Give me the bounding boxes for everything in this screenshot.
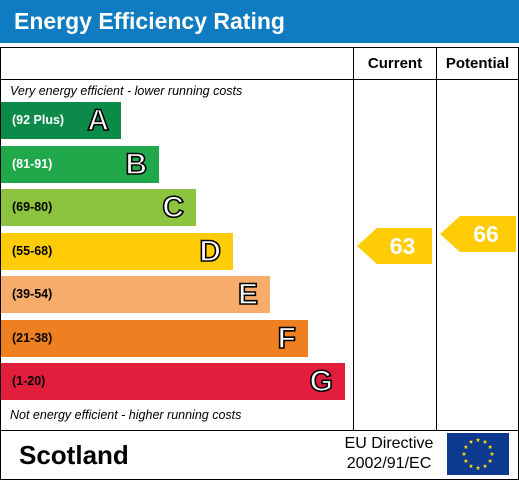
band-range-label: (69-80) [12, 200, 53, 214]
current-rating-arrow [357, 228, 432, 264]
flag-star [482, 463, 488, 469]
band-range-label: (92 Plus) [12, 113, 65, 127]
column-divider-potential [436, 48, 437, 430]
flag-star [487, 444, 493, 449]
column-divider-current [353, 48, 354, 430]
band-a: (92 Plus) A [1, 102, 121, 139]
header-row-divider [1, 79, 518, 80]
potential-rating-value: 66 [473, 221, 499, 247]
potential-rating-arrow [440, 216, 516, 252]
flag-star [482, 439, 488, 444]
band-letter: F [277, 321, 297, 356]
band-letter: E [237, 277, 259, 312]
column-header-current: Current [367, 55, 423, 72]
page-title: Energy Efficiency Rating [14, 8, 285, 34]
band-f: (21-38) F [1, 320, 308, 357]
eu-directive: EU Directive 2002/91/EC [336, 434, 442, 474]
band-letter: A [87, 103, 110, 138]
eu-flag-stars [447, 433, 509, 475]
directive-line-1: EU Directive [344, 435, 434, 452]
band-range-label: (21-38) [12, 331, 53, 345]
directive-line-2: 2002/91/EC [346, 455, 432, 472]
band-range-label: (1-20) [12, 374, 46, 388]
footer-row-divider [1, 430, 518, 431]
band-d: (55-68) D [1, 233, 233, 270]
band-range-label: (55-68) [12, 244, 53, 258]
flag-star [463, 458, 469, 463]
flag-star [475, 437, 481, 442]
column-header-potential: Potential [445, 55, 510, 72]
band-range-label: (81-91) [12, 157, 53, 171]
current-rating-value: 63 [390, 233, 416, 259]
flag-star [489, 451, 495, 456]
flag-star [475, 465, 481, 470]
rating-frame: Current Potential Very energy efficient … [0, 47, 519, 480]
header-bar: Energy Efficiency Rating [0, 0, 519, 43]
band-c: (69-80) C [1, 189, 196, 226]
flag-star [468, 463, 474, 469]
flag-star [461, 451, 467, 456]
flag-star [463, 444, 469, 449]
band-letter: C [162, 190, 185, 225]
band-letter: D [199, 234, 222, 269]
band-e: (39-54) E [1, 276, 270, 313]
band-range-label: (39-54) [12, 287, 53, 301]
note-inefficient: Not energy efficient - higher running co… [10, 408, 242, 422]
country-label: Scotland [19, 440, 129, 470]
band-g: (1-20) G [1, 363, 345, 400]
flag-star [468, 439, 474, 444]
band-letter: G [309, 364, 334, 399]
note-efficient: Very energy efficient - lower running co… [10, 84, 243, 98]
eu-flag-icon [447, 433, 509, 475]
flag-star [487, 458, 493, 463]
band-letter: B [125, 147, 148, 182]
band-b: (81-91) B [1, 146, 159, 183]
